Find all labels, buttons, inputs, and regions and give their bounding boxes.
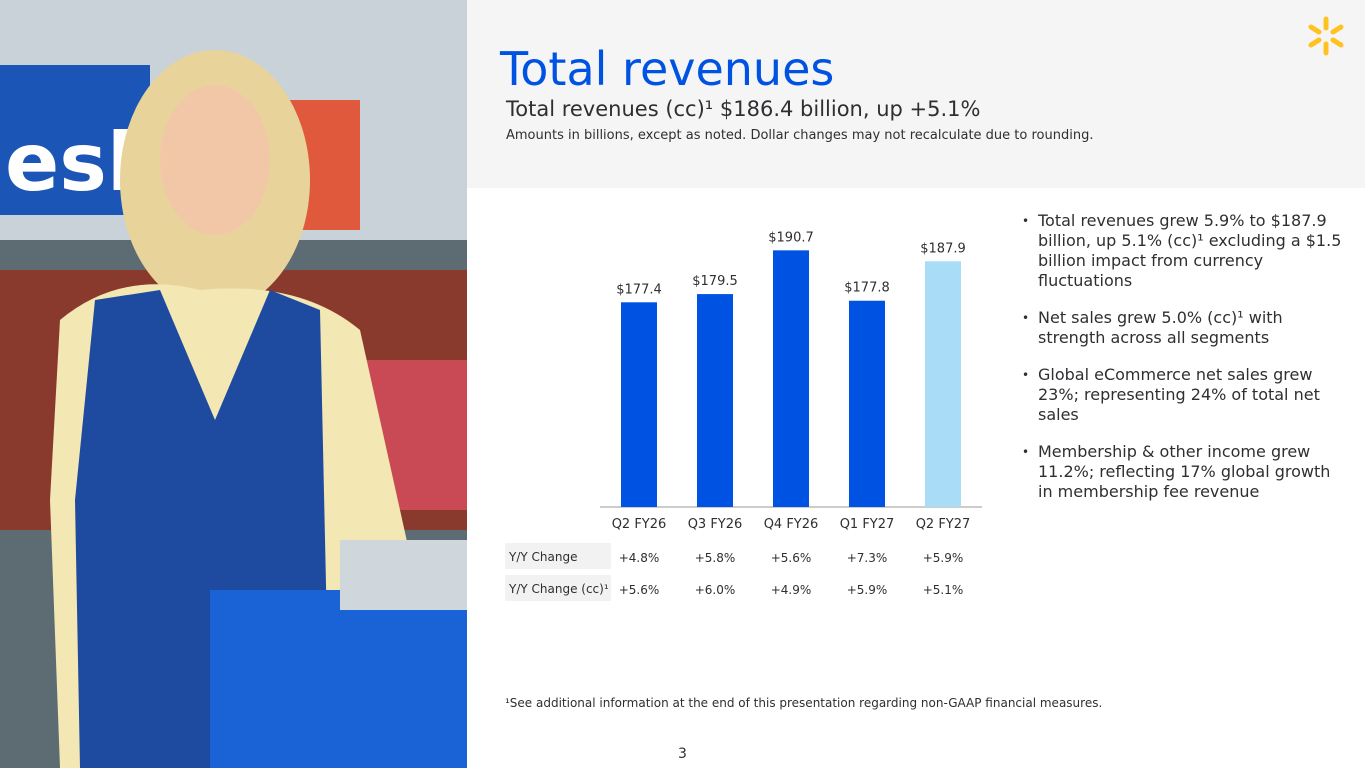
x-tick-label: Q2 FY27 (916, 517, 971, 532)
row-label-bg (505, 575, 611, 601)
bar (773, 250, 809, 507)
bullet: Membership & other income grew 11.2%; re… (1022, 442, 1342, 502)
row-label: Y/Y Change (508, 550, 577, 564)
bullet: Net sales grew 5.0% (cc)¹ with strength … (1022, 308, 1342, 348)
bar (697, 294, 733, 507)
bullet: Total revenues grew 5.9% to $187.9 billi… (1022, 211, 1342, 291)
x-tick-label: Q1 FY27 (840, 517, 895, 532)
value-label: $177.8 (844, 281, 890, 296)
x-tick-label: Q4 FY26 (764, 517, 819, 532)
table-cell: +5.8% (695, 551, 736, 565)
header-band (467, 0, 1365, 188)
spark-logo (1308, 16, 1344, 56)
value-label: $190.7 (768, 230, 814, 245)
photo: esh (0, 0, 467, 768)
table-cell: +5.6% (771, 551, 812, 565)
title: Total revenues (500, 42, 835, 96)
table-cell: +4.9% (771, 583, 812, 597)
value-label: $179.5 (692, 274, 738, 289)
bullet: Global eCommerce net sales grew 23%; rep… (1022, 365, 1342, 425)
subtitle: Total revenues (cc)¹ $186.4 billion, up … (506, 97, 981, 121)
table-cell: +7.3% (847, 551, 888, 565)
value-label: $187.9 (920, 241, 966, 256)
x-tick-label: Q3 FY26 (688, 517, 743, 532)
bullet-list: Total revenues grew 5.9% to $187.9 billi… (1022, 211, 1342, 519)
table-cell: +5.9% (847, 583, 888, 597)
x-tick-label: Q2 FY26 (612, 517, 667, 532)
bar (925, 261, 961, 507)
row-label: Y/Y Change (cc)¹ (508, 582, 609, 596)
chart: $177.4 Q2 FY26 $179.5 Q3 FY26 $190.7 Q4 FY26 $… (612, 230, 971, 532)
note: Amounts in billions, except as noted. Do… (506, 128, 1094, 143)
value-label: $177.4 (616, 282, 662, 297)
table-cell: +4.8% (619, 551, 660, 565)
page-number: 3 (678, 746, 687, 762)
bar (849, 300, 885, 507)
table-cell: +5.9% (923, 551, 964, 565)
bar (621, 302, 657, 507)
yoy-table: Y/Y Change +4.8% +5.8% +5.6% +7.3% +5.9% Y/Y C… (505, 543, 963, 601)
footnote: ¹See additional information at the end o… (505, 696, 1103, 710)
table-cell: +6.0% (695, 583, 736, 597)
table-cell: +5.1% (923, 583, 964, 597)
row-label-bg (505, 543, 611, 569)
table-cell: +5.6% (619, 583, 660, 597)
